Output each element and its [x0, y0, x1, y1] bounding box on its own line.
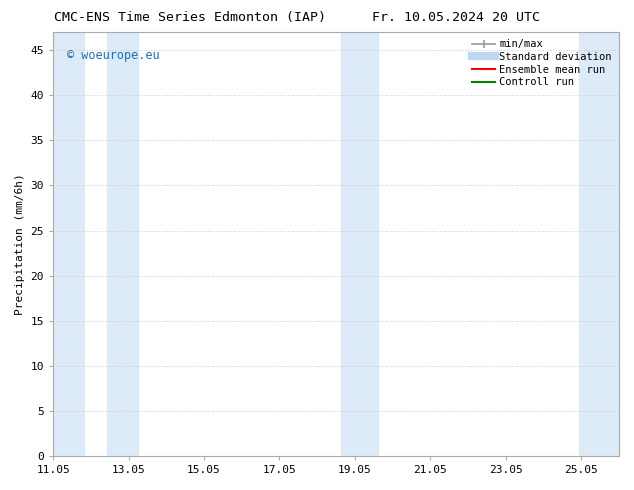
Text: Fr. 10.05.2024 20 UTC: Fr. 10.05.2024 20 UTC [373, 11, 540, 24]
Y-axis label: Precipitation (mm/6h): Precipitation (mm/6h) [15, 173, 25, 315]
Bar [53, 32, 84, 456]
Bar [107, 32, 138, 456]
Text: CMC-ENS Time Series Edmonton (IAP): CMC-ENS Time Series Edmonton (IAP) [54, 11, 327, 24]
Bar [340, 32, 378, 456]
Legend: min/max, Standard deviation, Ensemble mean run, Controll run: min/max, Standard deviation, Ensemble me… [468, 35, 616, 92]
Bar [579, 32, 619, 456]
Text: © woeurope.eu: © woeurope.eu [67, 49, 160, 62]
